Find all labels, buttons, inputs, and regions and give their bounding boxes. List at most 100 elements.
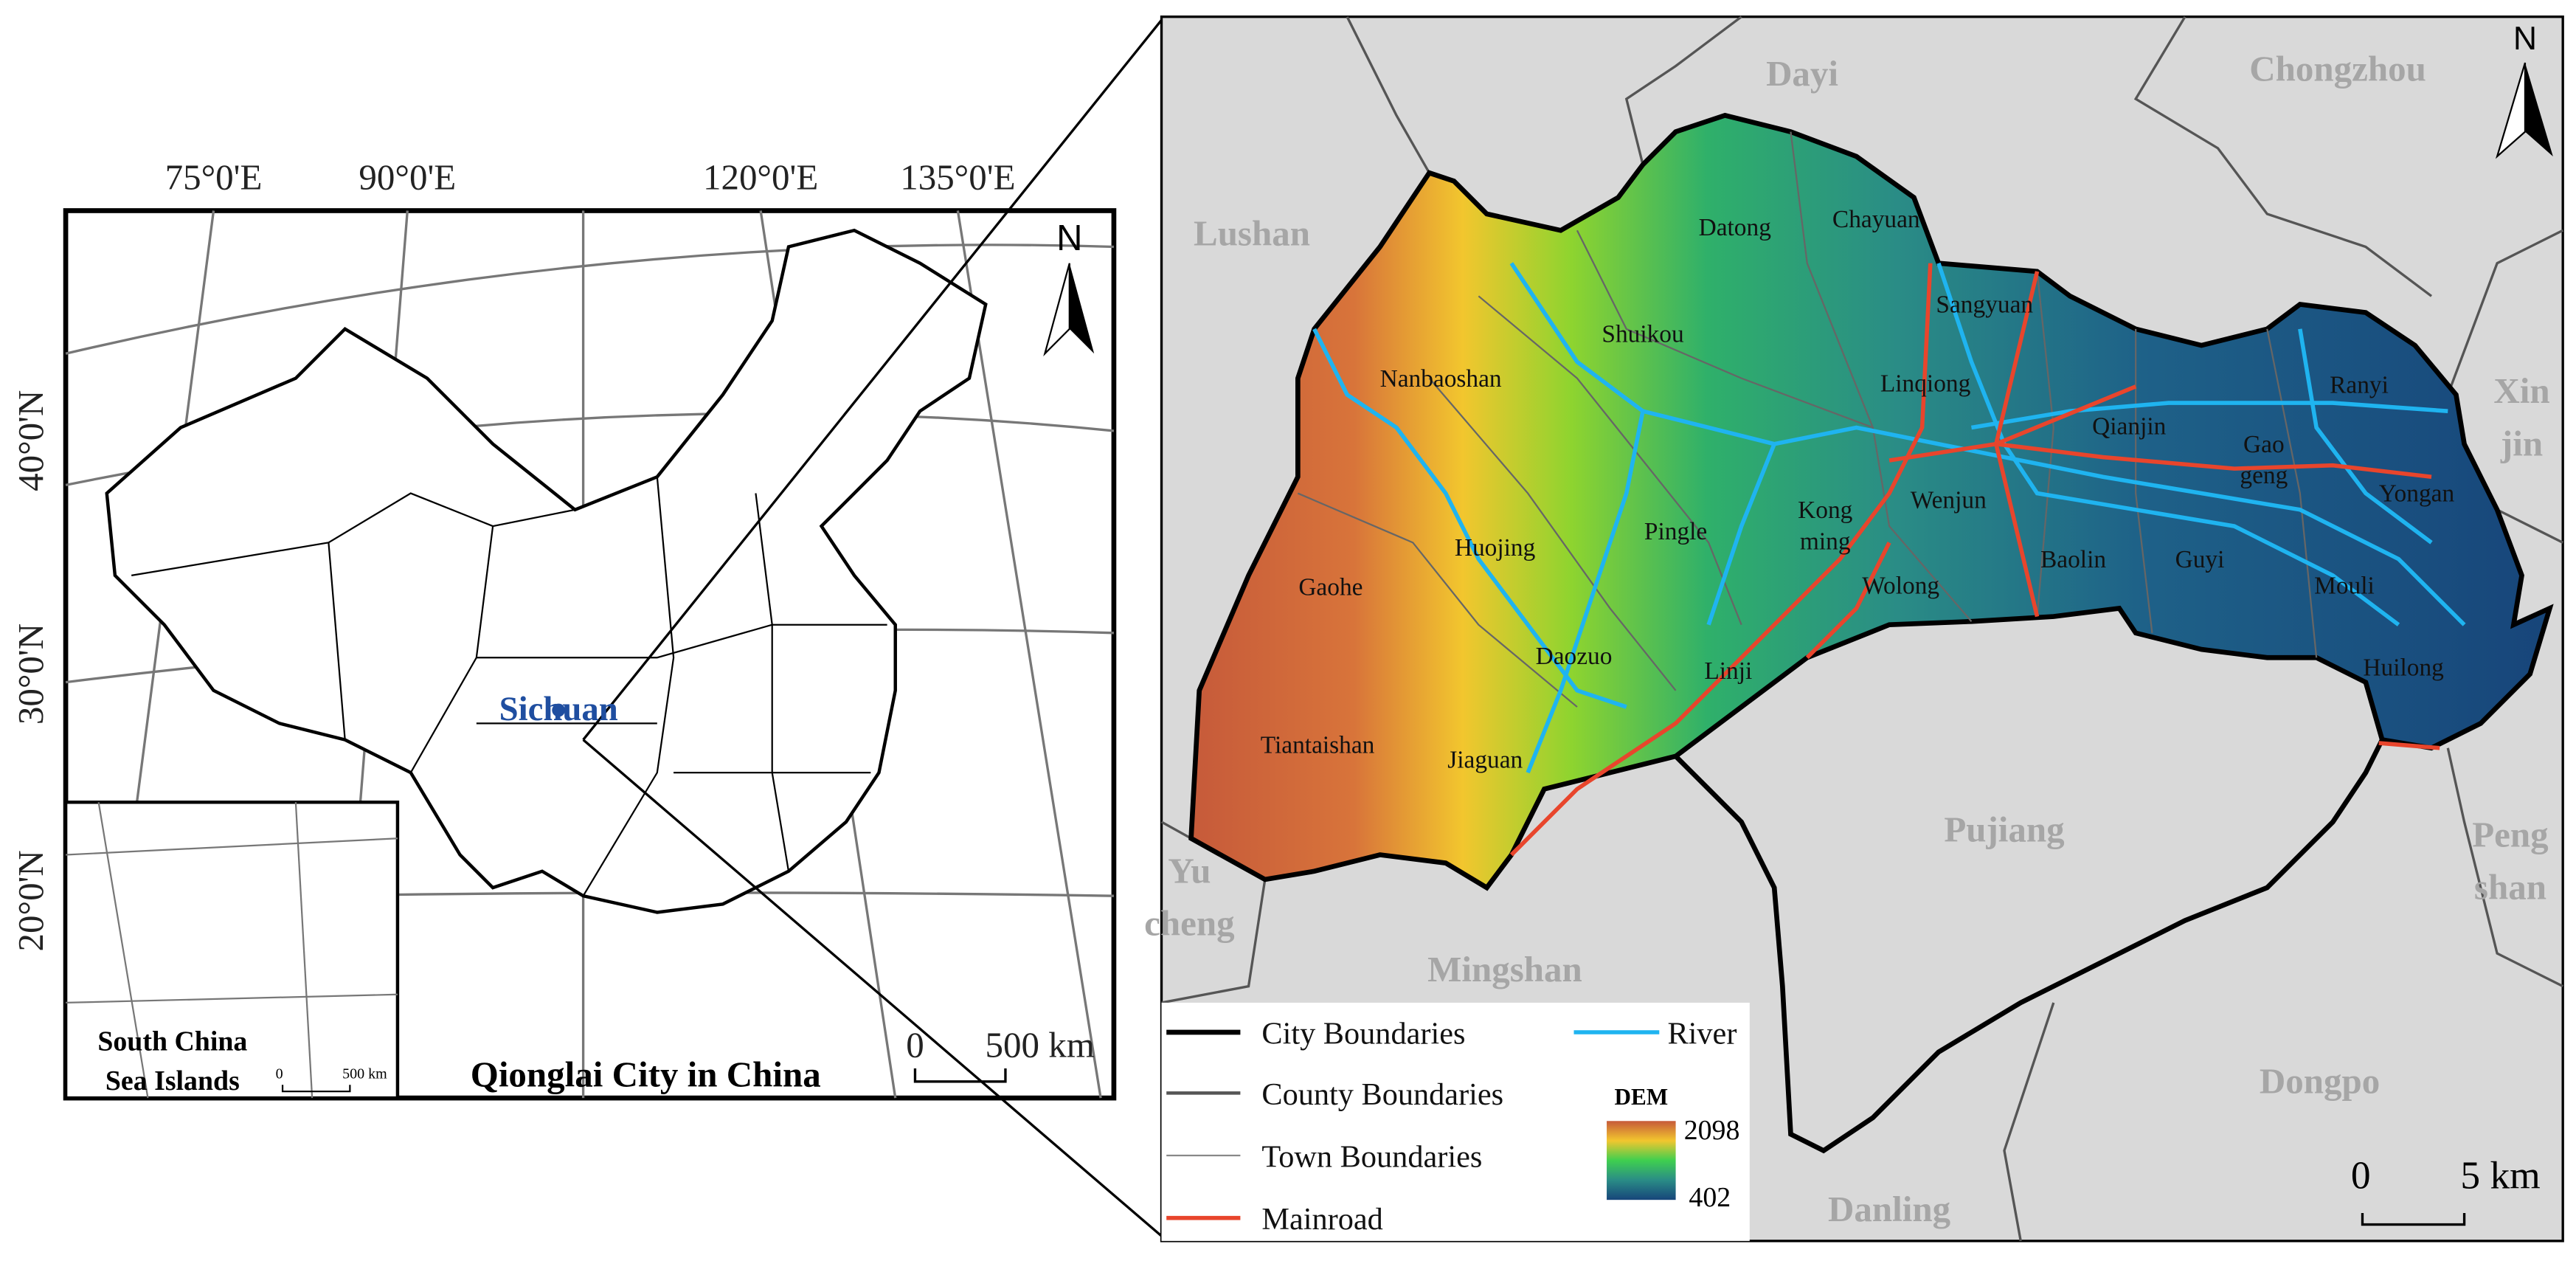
town-label: Pingle: [1644, 518, 1707, 545]
inset-scale-bar: [281, 1085, 351, 1093]
connector: [582, 19, 1163, 741]
longitude-label: 90°0'E: [359, 157, 456, 198]
town-label: Tiantaishan: [1261, 731, 1375, 759]
label-line: Linqiong: [1880, 370, 1971, 397]
china-outline: [105, 228, 988, 914]
town-label: Jiaguan: [1447, 746, 1523, 773]
legend-label: Town Boundaries: [1261, 1140, 1482, 1175]
label-line: jin: [2500, 423, 2543, 463]
inset-label: South China: [97, 1026, 247, 1057]
label-line: Yongan: [2379, 480, 2455, 508]
label-line: Huilong: [2363, 654, 2444, 682]
town-label: Baolin: [2040, 546, 2106, 573]
rivers: [1312, 262, 2466, 774]
label-line: Baolin: [2040, 546, 2106, 573]
town-label: Mouli: [2314, 572, 2375, 599]
city-boundary: [1674, 739, 2385, 1154]
label-line: Wolong: [1862, 572, 1939, 599]
qionglai-dem: [1188, 112, 2554, 891]
label-line: Sangyuan: [1936, 291, 2033, 319]
town-label: Ranyi: [2330, 372, 2389, 399]
longitude-label: 135°0'E: [900, 157, 1015, 198]
label-line: Xin: [2493, 370, 2549, 411]
label-line: Dongpo: [2260, 1060, 2380, 1101]
label-line: Chayuan: [1832, 206, 1920, 233]
location-point: [552, 703, 566, 717]
province-lines: [131, 477, 887, 896]
longitude-label: 75°0'E: [165, 157, 263, 198]
town-label: Linqiong: [1880, 370, 1971, 397]
province-label: Sichuan: [499, 690, 618, 728]
caption: Qionglai City in China: [471, 1054, 821, 1095]
town-label: Sangyuan: [1936, 291, 2033, 319]
neighbor-label: Dayi: [1766, 53, 1838, 94]
town-label: Huilong: [2363, 654, 2444, 682]
town-label: Daozuo: [1536, 643, 1613, 670]
connector: [582, 739, 1163, 1237]
label-line: ming: [1800, 528, 1851, 555]
town-label: Gao geng: [2240, 431, 2288, 489]
town-label: Shuikou: [1602, 321, 1684, 348]
label-line: Gao: [2243, 431, 2285, 458]
town-label: Linji: [1704, 657, 1752, 685]
scale-label: 0: [2351, 1153, 2371, 1198]
neighbor-label: Dongpo: [2260, 1060, 2380, 1101]
neighbor-label: Chongzhou: [2249, 49, 2426, 89]
legend: City Boundaries County Boundaries Town B…: [1161, 1002, 1750, 1241]
dem-title: DEM: [1614, 1084, 1668, 1110]
label-line: Qianjin: [2092, 412, 2166, 440]
neighbor-label: Danling: [1828, 1189, 1951, 1229]
inset-scale-label: 0: [276, 1065, 283, 1082]
meridian: [956, 210, 1102, 1099]
longitude-label: 120°0'E: [703, 157, 818, 198]
town-label: Wenjun: [1911, 487, 1987, 514]
inset-graticule: [66, 802, 398, 1099]
town-label: Huojing: [1455, 534, 1536, 562]
north-arrow: [1069, 263, 1095, 354]
north-label: N: [2513, 21, 2537, 57]
town-label: Kong ming: [1798, 497, 1853, 555]
label-line: Huojing: [1455, 534, 1536, 562]
qionglai-map: N Dayi Chongzhou Lushan Xin jin Yu cheng Mingsh…: [1144, 15, 2564, 1243]
neighbor-label: Xin jin: [2493, 370, 2549, 463]
label-line: Daozuo: [1536, 643, 1613, 670]
label-line: Peng: [2472, 814, 2549, 854]
town-label: Nanbaoshan: [1380, 365, 1502, 393]
neighbor-label: Pujiang: [1944, 809, 2065, 850]
latitude-label: 40°0'N: [10, 390, 51, 491]
label-line: Lushan: [1194, 213, 1310, 253]
town-label: Wolong: [1862, 572, 1939, 599]
label-line: Pujiang: [1944, 809, 2065, 850]
town-label: Guyi: [2175, 546, 2225, 573]
town-boundaries: [1297, 131, 2318, 708]
latitude-label: 30°0'N: [10, 623, 51, 725]
china-map: 75°0'E 90°0'E 120°0'E 135°0'E 40°0'N 30°…: [10, 19, 1163, 1237]
scale-bar: [2361, 1212, 2466, 1226]
label-line: Ranyi: [2330, 372, 2389, 399]
label-line: Datong: [1699, 214, 1772, 241]
label-line: Kong: [1798, 497, 1853, 524]
neighbor-label: Mingshan: [1427, 949, 1582, 989]
label-line: Tiantaishan: [1261, 731, 1375, 759]
neighbor-label: Lushan: [1194, 213, 1310, 253]
neighbor-label: Yu cheng: [1144, 850, 1235, 943]
label-line: Danling: [1828, 1189, 1951, 1229]
county-boundaries: [1160, 15, 2563, 1242]
label-line: cheng: [1144, 903, 1235, 944]
label-line: Wenjun: [1911, 487, 1987, 514]
label-line: Mouli: [2314, 572, 2375, 599]
parallel: [65, 243, 1114, 355]
inset-label: Sea Islands: [105, 1065, 240, 1096]
scale-bar: [913, 1068, 1007, 1083]
label-line: shan: [2474, 867, 2546, 908]
mainroads: [1509, 263, 2440, 857]
latitude-label: 20°0'N: [10, 850, 51, 951]
town-label: Qianjin: [2092, 412, 2166, 440]
inset-scale-label: 500 km: [342, 1065, 387, 1082]
legend-label: City Boundaries: [1261, 1017, 1465, 1051]
legend-label: Mainroad: [1261, 1202, 1382, 1237]
label-line: Pingle: [1644, 518, 1707, 545]
dem-ramp: [1607, 1121, 1676, 1200]
legend-label: River: [1667, 1017, 1737, 1051]
